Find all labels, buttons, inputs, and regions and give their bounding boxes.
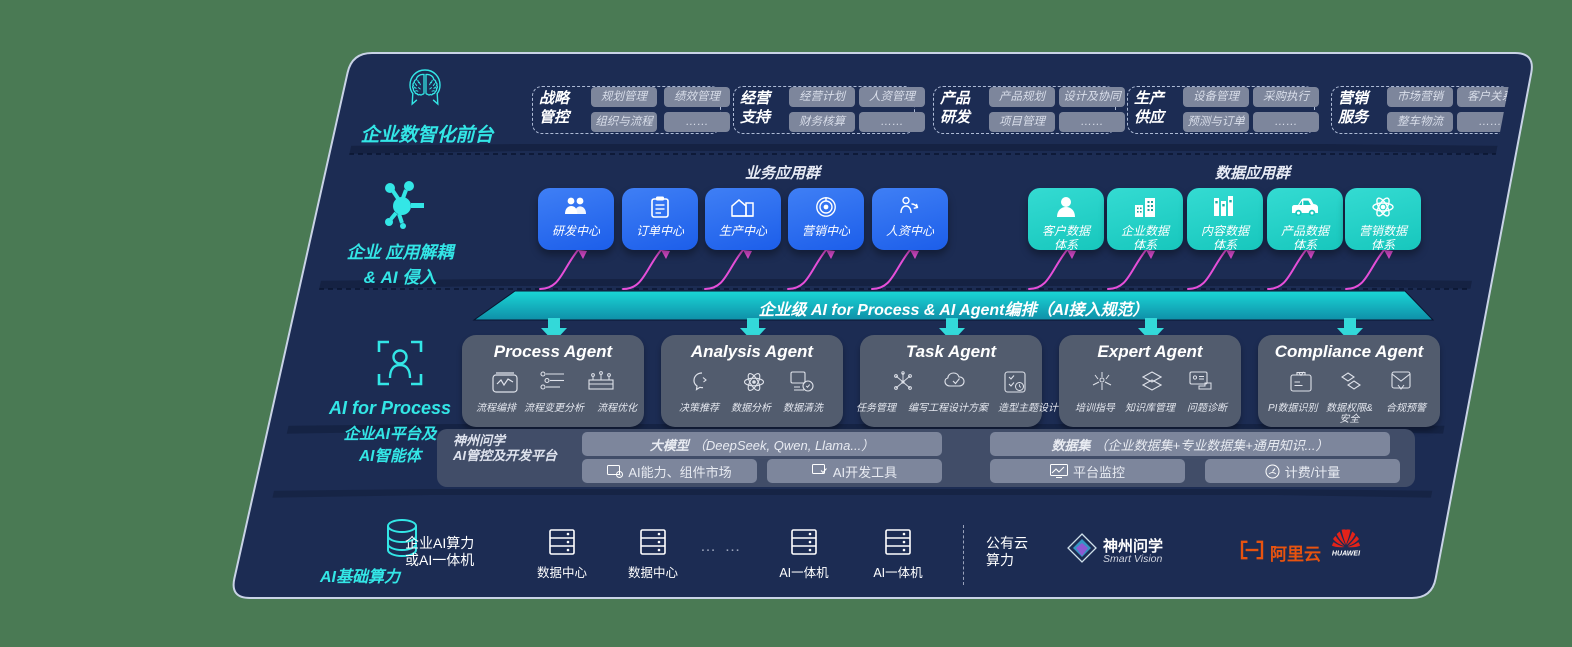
svg-text:HUAWEI: HUAWEI: [1332, 550, 1361, 557]
